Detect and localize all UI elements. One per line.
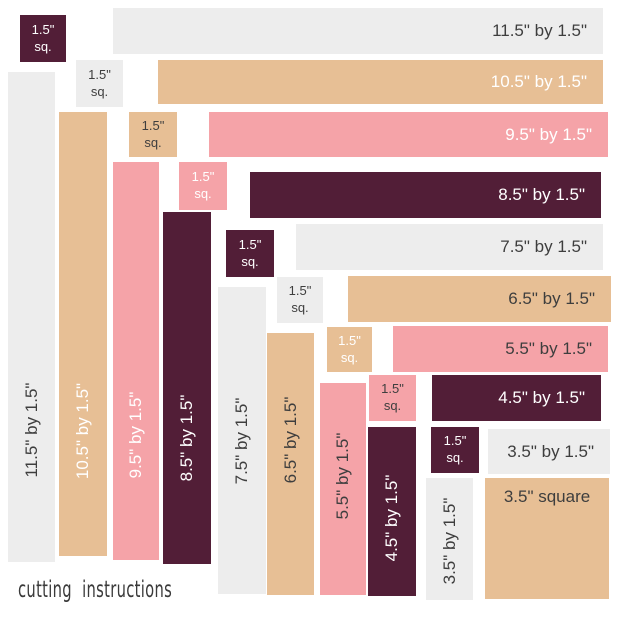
square-1-5-2: 1.5" sq. — [76, 60, 123, 107]
square-label-line: 1.5" — [238, 236, 262, 252]
strip-vertical-9-5: 9.5" by 1.5" — [113, 162, 159, 560]
square-1-5-4: 1.5" sq. — [179, 162, 227, 210]
strip-label: 4.5" by 1.5" — [498, 388, 585, 407]
strip-label: 7.5" by 1.5" — [500, 237, 587, 256]
strip-label: 3.5" by 1.5" — [439, 497, 459, 585]
square-label-line: 1.5" — [191, 169, 215, 185]
square-1-5-6: 1.5" sq. — [277, 277, 323, 323]
square-label-line: sq. — [291, 300, 309, 315]
square-label-line: sq. — [34, 38, 52, 54]
strip-vertical-4-5: 4.5" by 1.5" — [368, 427, 416, 596]
strip-label: 10.5" by 1.5" — [73, 382, 92, 480]
strip-horizontal-4-5: 4.5" by 1.5" — [432, 375, 601, 421]
square-label-line: sq. — [383, 398, 402, 413]
square-label-line: 1.5" — [381, 381, 404, 397]
strip-label: 6.5" by 1.5" — [508, 289, 595, 308]
strip-label: 9.5" by 1.5" — [126, 391, 145, 479]
square-1-5-1: 1.5" sq. — [20, 15, 66, 62]
strip-horizontal-8-5: 8.5" by 1.5" — [250, 172, 601, 218]
strip-label: 11.5" by 1.5" — [492, 21, 587, 40]
strip-horizontal-11-5: 11.5" by 1.5" — [113, 8, 603, 54]
caption: cutting instructions — [18, 577, 173, 603]
strip-label: 9.5" by 1.5" — [505, 124, 592, 144]
square-1-5-3: 1.5" sq. — [129, 112, 177, 157]
square-1-5-5: 1.5" sq. — [226, 230, 274, 277]
strip-horizontal-6-5: 6.5" by 1.5" — [348, 276, 611, 322]
strip-label: 6.5" by 1.5" — [280, 396, 300, 484]
strip-label: 7.5" by 1.5" — [232, 397, 251, 485]
strip-label: 5.5" by 1.5" — [505, 339, 592, 358]
square-label-line: sq. — [340, 349, 359, 365]
square-1-5-9: 1.5" sq. — [431, 427, 479, 473]
strip-label: 10.5" by 1.5" — [490, 72, 587, 91]
square-label-line: sq. — [90, 83, 109, 99]
square-label-line: 1.5" — [141, 117, 165, 133]
square-label-line: 1.5" — [443, 433, 467, 449]
square-1-5-7: 1.5" sq. — [327, 327, 372, 372]
strip-vertical-3-5: 3.5" by 1.5" — [426, 478, 473, 600]
strip-vertical-8-5: 8.5" by 1.5" — [163, 212, 211, 564]
strip-vertical-7-5: 7.5" by 1.5" — [218, 287, 266, 594]
strip-label: 8.5" by 1.5" — [498, 185, 585, 204]
strip-label: 3.5" by 1.5" — [507, 441, 594, 461]
strip-horizontal-7-5: 7.5" by 1.5" — [296, 224, 603, 270]
square-label-line: 1.5" — [31, 21, 55, 37]
square-label-line: sq. — [144, 134, 162, 150]
strip-label: 11.5" by 1.5" — [21, 382, 41, 478]
strip-horizontal-10-5: 10.5" by 1.5" — [158, 60, 603, 104]
square-label-line: 1.5" — [338, 332, 361, 348]
strip-horizontal-9-5: 9.5" by 1.5" — [209, 112, 608, 157]
square-label-line: 1.5" — [288, 283, 312, 299]
strip-vertical-10-5: 10.5" by 1.5" — [59, 112, 107, 556]
strip-label: 8.5" by 1.5" — [177, 394, 196, 482]
strip-label: 5.5" by 1.5" — [333, 432, 352, 520]
strip-vertical-5-5: 5.5" by 1.5" — [320, 383, 366, 595]
square-label-line: sq. — [446, 450, 464, 465]
strip-horizontal-3-5: 3.5" by 1.5" — [488, 429, 610, 474]
square-label-line: sq. — [194, 186, 212, 201]
strip-horizontal-5-5: 5.5" by 1.5" — [393, 326, 608, 372]
square-3-5-square: 3.5" square — [485, 478, 609, 599]
square-label-line: 1.5" — [88, 66, 111, 82]
strip-vertical-6-5: 6.5" by 1.5" — [267, 333, 314, 595]
strip-label: 4.5" by 1.5" — [382, 474, 401, 562]
square-label-line: sq. — [241, 253, 259, 269]
strip-vertical-11-5: 11.5" by 1.5" — [8, 72, 55, 562]
square-1-5-8: 1.5" sq. — [369, 375, 416, 421]
square-label: 3.5" square — [503, 487, 591, 506]
